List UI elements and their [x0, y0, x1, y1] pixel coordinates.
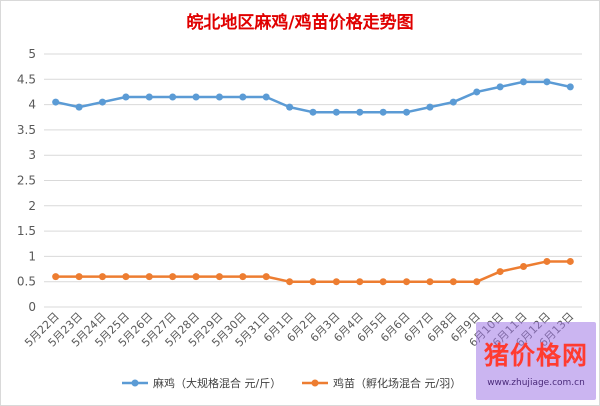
data-point — [262, 93, 270, 101]
y-tick-label: 4 — [28, 98, 36, 112]
data-point — [286, 278, 294, 286]
data-point — [449, 98, 457, 106]
legend-marker-1 — [311, 379, 319, 387]
data-point — [403, 278, 411, 286]
legend-label-0: 麻鸡（大规格混合 元/斤） — [153, 376, 281, 390]
data-point — [543, 78, 551, 86]
y-tick-label: 3.5 — [17, 123, 36, 137]
data-point — [543, 257, 551, 265]
data-point — [426, 278, 434, 286]
data-point — [75, 273, 83, 281]
legend-marker-0 — [131, 379, 139, 387]
data-point — [520, 78, 528, 86]
data-point — [98, 98, 106, 106]
data-point — [473, 278, 481, 286]
series-line-0 — [55, 80, 571, 114]
chart-title: 皖北地区麻鸡/鸡苗价格走势图 — [186, 13, 414, 33]
data-point — [520, 263, 528, 271]
y-tick-label: 2.5 — [17, 174, 36, 188]
y-tick-label: 4.5 — [17, 72, 36, 86]
data-point — [122, 273, 130, 281]
data-point — [239, 93, 247, 101]
legend-label-1: 鸡苗（孵化场混合 元/羽） — [333, 376, 461, 390]
data-point — [215, 93, 223, 101]
data-point — [496, 83, 504, 91]
data-point — [309, 278, 317, 286]
data-point — [286, 103, 294, 111]
data-point — [122, 93, 130, 101]
data-point — [239, 273, 247, 281]
y-tick-label: 5 — [28, 47, 36, 61]
y-tick-label: 0.5 — [17, 275, 36, 289]
data-point — [426, 103, 434, 111]
data-point — [379, 108, 387, 116]
y-tick-label: 0 — [28, 300, 36, 314]
data-point — [449, 278, 457, 286]
data-point — [356, 278, 364, 286]
data-point — [52, 273, 60, 281]
data-point — [356, 108, 364, 116]
data-point — [496, 268, 504, 276]
data-point — [566, 257, 574, 265]
data-point — [215, 273, 223, 281]
y-tick-label: 1 — [28, 249, 36, 263]
data-point — [192, 273, 200, 281]
data-point — [332, 108, 340, 116]
data-point — [145, 93, 153, 101]
data-point — [332, 278, 340, 286]
y-tick-label: 2 — [28, 199, 36, 213]
data-point — [52, 98, 60, 106]
data-point — [309, 108, 317, 116]
watermark-logo: 猪价格网 www.zhujiage.com.cn — [476, 322, 596, 400]
data-point — [169, 273, 177, 281]
data-point — [169, 93, 177, 101]
data-point — [192, 93, 200, 101]
data-point — [403, 108, 411, 116]
data-point — [75, 103, 83, 111]
data-point — [566, 83, 574, 91]
y-tick-label: 1.5 — [17, 224, 36, 238]
data-point — [473, 88, 481, 96]
data-point — [262, 273, 270, 281]
watermark-url: www.zhujiage.com.cn — [487, 378, 585, 388]
data-point — [145, 273, 153, 281]
data-point — [379, 278, 387, 286]
data-point — [98, 273, 106, 281]
watermark-brand: 猪价格网 — [483, 341, 588, 370]
y-tick-label: 3 — [28, 148, 36, 162]
